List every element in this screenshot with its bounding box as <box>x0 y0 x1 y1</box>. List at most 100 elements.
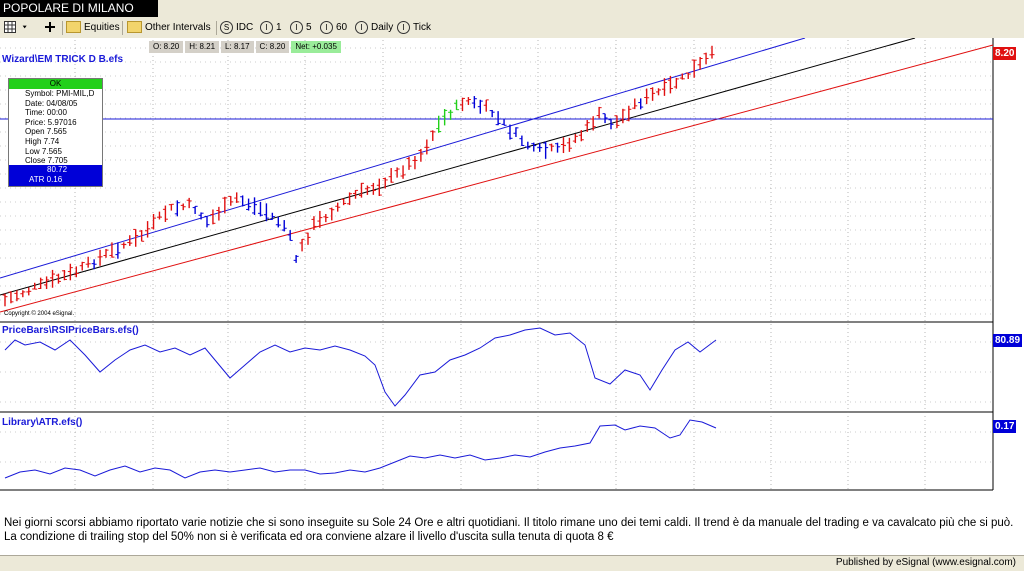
equities-menu[interactable]: Equities <box>66 20 120 36</box>
price-bar <box>317 210 323 228</box>
chart-area[interactable] <box>0 38 1024 516</box>
interval-icon: S <box>220 20 233 34</box>
price-bar <box>67 263 73 281</box>
status-bar: Published by eSignal (www.esignal.com) <box>0 555 1024 571</box>
price-bar <box>168 203 174 211</box>
price-bar <box>489 109 495 118</box>
price-bar <box>299 238 305 252</box>
price-bar <box>501 119 507 126</box>
other-intervals-menu[interactable]: Other Intervals <box>127 20 211 36</box>
price-bar <box>394 167 400 178</box>
toolbar-separator <box>216 21 217 35</box>
price-bar <box>531 142 537 152</box>
price-bar <box>20 290 26 298</box>
cursor-row: High 7.74 <box>25 136 60 146</box>
mid-channel-line <box>0 38 916 296</box>
price-bar <box>644 88 650 105</box>
price-bar <box>103 248 109 258</box>
price-study-label[interactable]: Wizard\EM TRICK D B.efs <box>2 54 124 65</box>
cursor-row: Price: 5.97016 <box>25 117 77 127</box>
quote-high: H: 8.21 <box>185 41 220 53</box>
price-bar <box>412 155 418 170</box>
price-last-tag: 8.20 <box>993 47 1017 60</box>
toolbar-separator <box>62 21 63 35</box>
price-bar <box>293 255 299 263</box>
price-bar <box>2 293 8 307</box>
price-bar <box>133 228 139 247</box>
price-bar <box>400 165 406 179</box>
interval-icon: I <box>320 20 333 34</box>
cursor-row: Close 7.705 <box>25 156 68 166</box>
price-bar <box>252 197 258 215</box>
price-bar <box>406 156 412 170</box>
price-bar <box>555 142 561 153</box>
price-bar <box>127 235 133 246</box>
price-bar <box>180 203 186 211</box>
atr-study-label[interactable]: Library\ATR.efs() <box>2 417 83 428</box>
price-bar <box>358 182 364 198</box>
cursor-rsi-value: 80.72 <box>47 165 68 174</box>
price-bar <box>257 201 263 217</box>
interval-button-tick[interactable]: I Tick <box>397 20 431 36</box>
price-bar <box>210 209 216 225</box>
price-bar <box>353 189 359 199</box>
price-bar <box>32 282 38 290</box>
price-bar <box>560 137 566 154</box>
price-bar <box>145 221 151 238</box>
cursor-status: OK <box>9 79 102 89</box>
rsi-study-label[interactable]: PriceBars\RSIPriceBars.efs() <box>2 325 139 336</box>
price-bar <box>525 141 531 150</box>
interval-button-idc[interactable]: S IDC <box>220 20 253 36</box>
price-bar <box>263 203 269 222</box>
price-bar <box>418 148 424 162</box>
price-bar <box>8 291 14 304</box>
price-bar <box>275 216 281 228</box>
price-bar <box>584 119 590 132</box>
quote-low: L: 8.17 <box>221 41 254 53</box>
price-bar <box>656 88 662 96</box>
price-bar <box>269 212 275 220</box>
price-bar <box>519 135 525 147</box>
price-bar <box>424 139 430 155</box>
interval-icon: I <box>397 20 410 34</box>
interval-button-60[interactable]: I 60 <box>320 20 347 36</box>
price-bar <box>459 97 465 112</box>
price-bar <box>596 106 602 119</box>
title-bar: POPOLARE DI MILANO <box>0 0 1024 18</box>
price-bar <box>667 76 673 94</box>
rsi-last-tag: 80.89 <box>993 334 1023 347</box>
add-icon[interactable] <box>44 20 56 36</box>
toolbar-separator <box>122 21 123 35</box>
price-bar <box>174 200 180 217</box>
price-bar <box>234 192 240 203</box>
interval-button-daily[interactable]: I Daily <box>355 20 393 36</box>
interval-icon: I <box>290 20 303 34</box>
price-bar <box>495 111 501 126</box>
price-bar <box>685 72 691 79</box>
price-bar <box>537 142 543 152</box>
price-bar <box>240 195 246 207</box>
price-bar <box>151 213 157 230</box>
price-bar <box>543 141 549 159</box>
other-intervals-label: Other Intervals <box>145 22 211 33</box>
grid-icon[interactable] <box>4 20 16 36</box>
atr-last-tag: 0.17 <box>993 420 1017 433</box>
price-bar <box>590 116 596 131</box>
price-bar <box>364 185 370 195</box>
price-bar <box>61 270 67 281</box>
price-bar <box>430 130 436 141</box>
price-bar <box>305 232 311 245</box>
price-bar <box>703 52 709 65</box>
interval-label: 60 <box>336 22 348 33</box>
cursor-window[interactable]: OK Symbol: PMI-MIL,D Date: 04/08/05 Time… <box>8 78 103 187</box>
price-bar <box>50 269 56 288</box>
chart-svg[interactable] <box>0 38 1024 516</box>
cursor-row: Date: 04/08/05 <box>25 98 78 108</box>
dropdown-arrow-icon[interactable] <box>22 20 30 36</box>
price-bar <box>156 211 162 220</box>
price-bar <box>287 230 293 241</box>
rsi-study-line <box>4 327 717 407</box>
price-bar <box>483 99 489 112</box>
